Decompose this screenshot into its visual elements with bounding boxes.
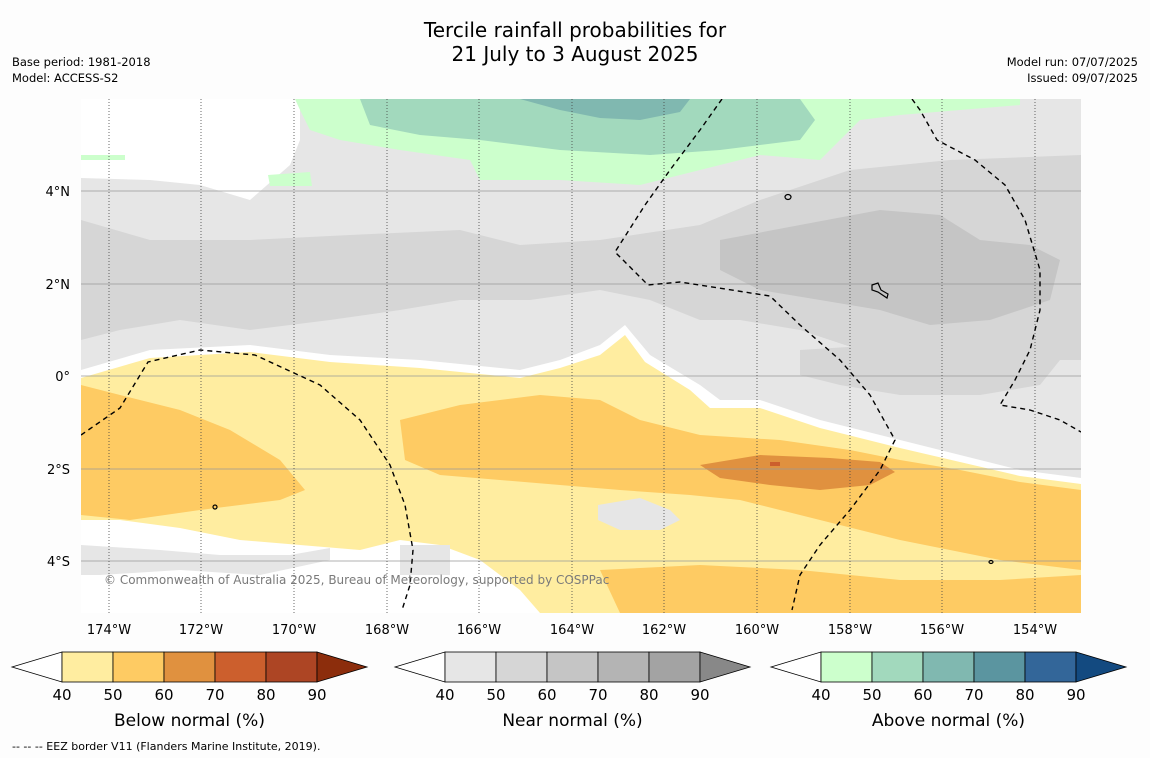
colorbar-3: 40 50 60 70 80 90 Above normal (%) [769,651,1128,731]
below-normal-50-west [81,385,305,520]
near-normal-50-band [800,345,1060,395]
colorbar-2: 40 50 60 70 80 90 Near normal (%) [393,651,752,731]
lon-label: 164°W [550,623,594,638]
above-normal-70-region [520,99,690,120]
colorbar-cell [61,651,114,683]
colorbar-tick-label: 40 [435,686,454,704]
below-normal-60-region [700,455,895,490]
islands [212,193,994,565]
colorbar-title: Below normal (%) [114,711,265,731]
lon-label: 170°W [272,623,316,638]
lat-label: 0° [55,370,70,385]
lon-label: 166°W [457,623,501,638]
colorbar-cell [495,651,548,683]
colorbar-cell [265,651,318,683]
colorbar-tick-label: 40 [52,686,71,704]
colorbar-cell [597,651,650,683]
colorbar-tick-label: 80 [256,686,275,704]
below-normal-50-south [600,565,1081,613]
colorbar-high-arrow [316,651,369,683]
lon-label: 168°W [365,623,409,638]
colorbar-low-arrow [393,651,446,683]
colorbar-tick-label: 90 [690,686,709,704]
colorbars: 40 50 60 70 80 90 Below normal (%) 40 50 60 70 80 90… [10,651,1128,731]
copyright-text: © Commonwealth of Australia 2025, Bureau… [104,573,609,587]
near-normal-50-region [81,155,1081,360]
colorbar-cell [214,651,267,683]
colorbar-tick-label: 40 [811,686,830,704]
lat-labels: 4°N 2°N 0° 2°S 4°S [46,185,71,570]
colorbar-low-arrow [10,651,63,683]
above-normal-50-patch [268,172,312,186]
below-normal-70-patch [770,462,780,466]
colorbar-cell [444,651,497,683]
model-run: Model run: 07/07/2025 [1006,55,1138,69]
lon-label: 174°W [87,623,131,638]
colorbar-tick-label: 70 [964,686,983,704]
near-normal-patch-south [400,545,450,575]
lat-label: 4°S [47,555,70,570]
colorbar-cell [112,651,165,683]
white-region-north [81,99,300,200]
colorbar-tick-label: 60 [537,686,556,704]
title-line-2: 21 July to 3 August 2025 [451,42,699,66]
eez-footnote: -- -- -- EEZ border V11 (Flanders Marine… [12,740,321,753]
colorbar-tick-label: 80 [639,686,658,704]
colorbar-high-arrow [699,651,752,683]
near-normal-island [598,498,680,530]
colorbar-cell [648,651,701,683]
colorbar-cell [546,651,599,683]
lat-label: 2°N [46,278,71,293]
lon-label: 172°W [179,623,223,638]
meta-right: Model run: 07/07/2025 Issued: 09/07/2025 [1007,54,1138,86]
map-title: Tercile rainfall probabilities for 21 Ju… [0,18,1150,66]
colorbar-tick-label: 60 [154,686,173,704]
colorbar-tick-label: 60 [913,686,932,704]
colorbar-cell [871,651,924,683]
lon-label: 156°W [920,623,964,638]
lat-label: 4°N [46,185,71,200]
eez-borders [81,99,1081,611]
colorbar-low-arrow [769,651,822,683]
lon-label: 154°W [1013,623,1057,638]
colorbar-tick-label: 50 [486,686,505,704]
colorbar-cell [922,651,975,683]
near-normal-60-region [720,210,1060,325]
colorbar-cell [163,651,216,683]
lat-label: 2°S [47,463,70,478]
colorbar-cell [820,651,873,683]
colorbar-tick-label: 50 [862,686,881,704]
below-normal-50-central [400,395,1081,570]
colorbar-title: Above normal (%) [872,711,1025,731]
lon-label: 162°W [642,623,686,638]
above-normal-60-region [360,99,815,155]
near-normal-southwest [81,545,330,575]
colorbar-tick-label: 70 [588,686,607,704]
colorbar-title: Near normal (%) [502,711,642,731]
lon-label: 158°W [828,623,872,638]
lat-gridlines [81,190,1081,562]
colorbar-high-arrow [1075,651,1128,683]
lon-labels: 174°W 172°W 170°W 168°W 166°W 164°W 162°… [87,623,1057,638]
map-area: © Commonwealth of Australia 2025, Bureau… [81,99,1081,613]
colorbar-cell [973,651,1026,683]
title-line-1: Tercile rainfall probabilities for [423,18,727,42]
lon-label: 160°W [735,623,779,638]
issued-date: Issued: 09/07/2025 [1027,71,1138,85]
colorbar-tick-label: 50 [103,686,122,704]
colorbar-tick-label: 90 [307,686,326,704]
colorbar-tick-label: 90 [1066,686,1085,704]
base-period: Base period: 1981-2018 [12,55,151,69]
colorbar-tick-label: 80 [1015,686,1034,704]
meta-left: Base period: 1981-2018 Model: ACCESS-S2 [12,54,151,86]
above-normal-50-sliver [81,155,125,160]
colorbar-tick-label: 70 [205,686,224,704]
colorbar-1: 40 50 60 70 80 90 Below normal (%) [10,651,369,731]
model-name: Model: ACCESS-S2 [12,71,119,85]
colorbar-cell [1024,651,1077,683]
